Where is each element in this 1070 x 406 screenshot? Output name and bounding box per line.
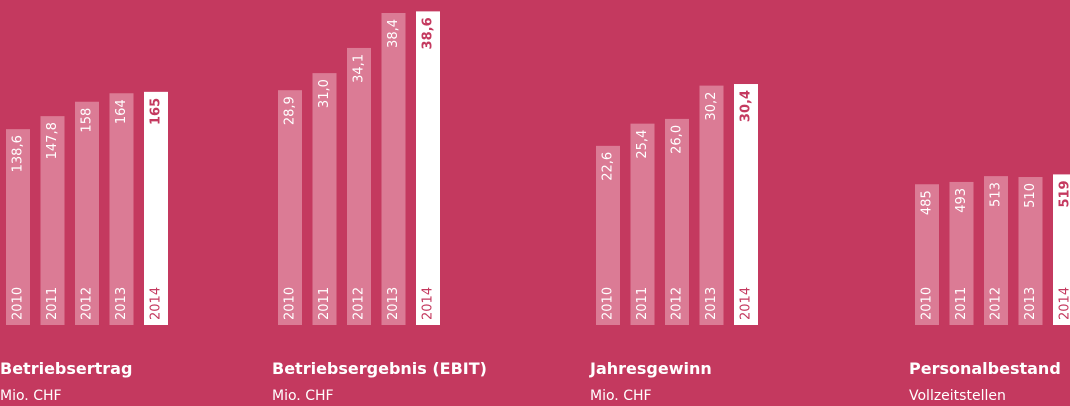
value-label: 34,1 — [352, 54, 367, 83]
value-label: 158 — [80, 108, 95, 133]
value-label: 519 — [1058, 180, 1070, 207]
bar — [40, 116, 65, 325]
bar — [381, 13, 406, 325]
bar — [144, 91, 168, 325]
value-label: 25,4 — [635, 130, 650, 159]
bar — [1018, 177, 1043, 325]
year-label: 2010 — [920, 287, 935, 320]
year-label: 2014 — [149, 287, 164, 320]
value-label: 31,0 — [317, 79, 332, 108]
year-label: 2011 — [317, 287, 332, 320]
year-label: 2011 — [45, 287, 60, 320]
chart-title: Betriebsertrag — [0, 359, 132, 378]
chart-subtitle: Mio. CHF — [272, 388, 334, 404]
year-label: 2012 — [352, 287, 367, 320]
bar — [416, 11, 440, 325]
bar — [347, 47, 371, 325]
year-label: 2012 — [989, 287, 1004, 320]
value-label: 138,6 — [11, 135, 26, 172]
bar — [596, 145, 620, 325]
value-label: 38,4 — [386, 19, 401, 48]
chart-title: Personalbestand — [909, 359, 1061, 378]
bar — [665, 118, 689, 325]
value-label: 485 — [920, 190, 935, 215]
value-label: 22,6 — [601, 152, 616, 181]
value-label: 493 — [954, 188, 969, 213]
chart-title: Betriebsergebnis (EBIT) — [272, 359, 487, 378]
bar — [984, 176, 1008, 325]
chart-subtitle: Mio. CHF — [0, 388, 62, 404]
bar — [734, 84, 758, 326]
value-label: 30,2 — [704, 92, 719, 121]
value-label: 147,8 — [45, 122, 60, 159]
year-label: 2011 — [635, 287, 650, 320]
value-label: 38,6 — [421, 17, 436, 49]
year-label: 2013 — [114, 287, 129, 320]
bar — [75, 101, 99, 325]
value-label: 510 — [1023, 183, 1038, 208]
bar — [312, 73, 337, 325]
bar — [630, 123, 655, 325]
value-label: 513 — [989, 182, 1004, 207]
year-label: 2014 — [421, 287, 436, 320]
year-label: 2010 — [601, 287, 616, 320]
value-label: 30,4 — [739, 90, 754, 122]
year-label: 2012 — [670, 287, 685, 320]
bar — [6, 129, 30, 325]
bar — [949, 181, 974, 325]
year-label: 2014 — [739, 287, 754, 320]
bar — [109, 93, 134, 326]
year-label: 2011 — [954, 287, 969, 320]
year-label: 2010 — [11, 287, 26, 320]
year-label: 2013 — [1023, 287, 1038, 320]
value-label: 164 — [114, 99, 129, 124]
year-label: 2010 — [283, 287, 298, 320]
chart-subtitle: Vollzeitstellen — [909, 388, 1006, 404]
bar — [1053, 174, 1070, 325]
bar — [699, 85, 724, 325]
value-label: 28,9 — [283, 96, 298, 125]
year-label: 2013 — [386, 287, 401, 320]
value-label: 165 — [149, 98, 164, 125]
chart-subtitle: Mio. CHF — [590, 388, 652, 404]
bar — [278, 90, 302, 325]
year-label: 2014 — [1058, 287, 1070, 320]
value-label: 26,0 — [670, 125, 685, 154]
year-label: 2013 — [704, 287, 719, 320]
chart-title: Jahresgewinn — [589, 359, 712, 378]
year-label: 2012 — [80, 287, 95, 320]
bar — [915, 184, 939, 325]
